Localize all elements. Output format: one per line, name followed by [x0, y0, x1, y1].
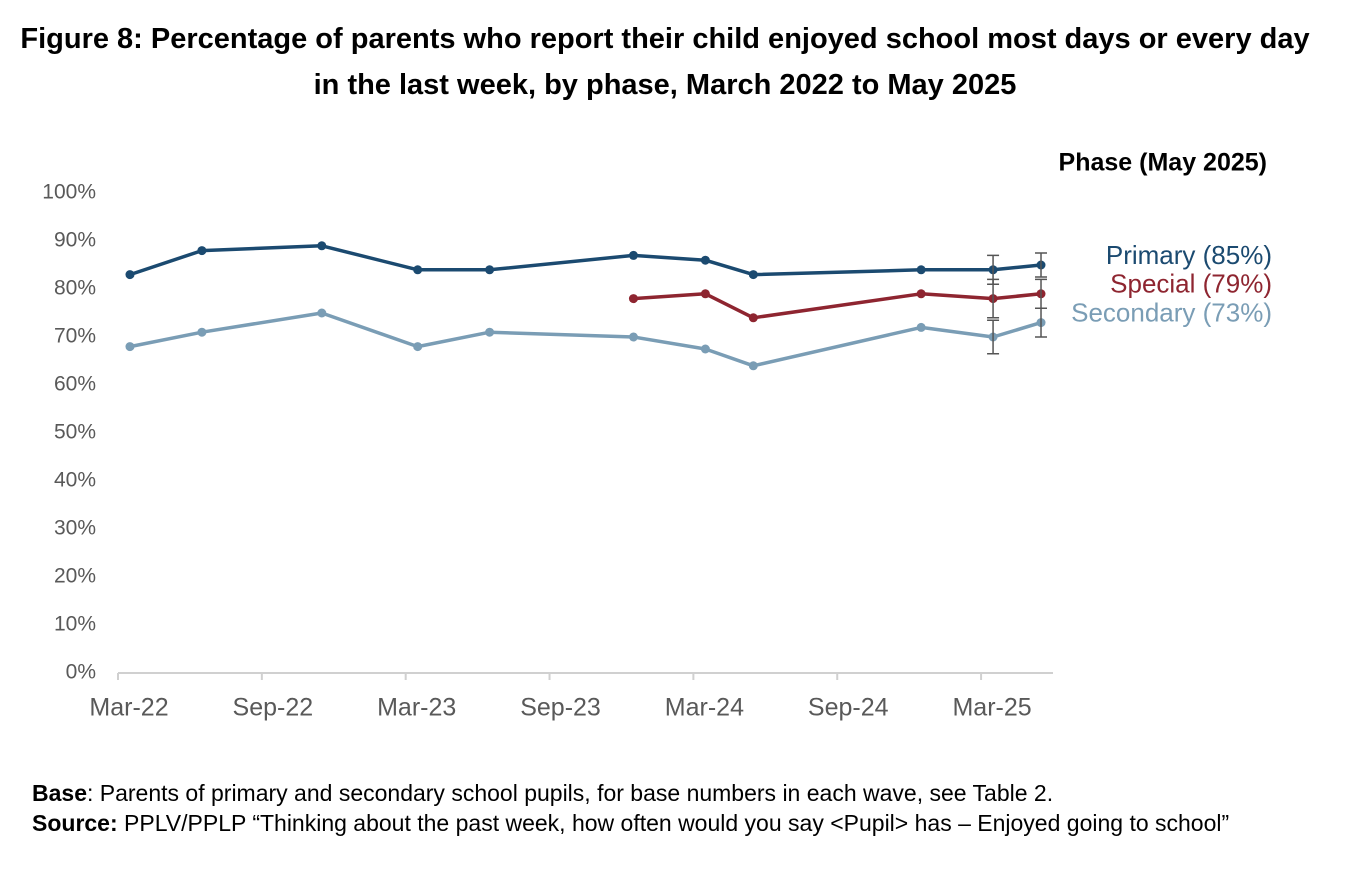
- data-point: [197, 327, 207, 337]
- x-tick-label: Mar-22: [89, 694, 168, 722]
- chart: Phase (May 2025) 0% 10% 20% 30% 40% 50% 60% 70%…: [42, 149, 1272, 722]
- x-tick-label: Sep-24: [808, 694, 889, 722]
- y-tick-label: 80%: [54, 277, 96, 300]
- data-point: [916, 265, 926, 275]
- y-tick-label: 70%: [54, 325, 96, 348]
- note-label: Base: [32, 780, 87, 806]
- data-point: [125, 270, 135, 280]
- legend-label: Special (79%): [1110, 269, 1272, 299]
- x-tick-label: Sep-23: [520, 694, 601, 722]
- y-tick-label: 40%: [54, 469, 96, 492]
- data-point: [317, 308, 327, 318]
- error-bar: [1035, 307, 1048, 338]
- y-tick-label: 30%: [54, 517, 96, 540]
- legend-title: Phase (May 2025): [1059, 149, 1267, 177]
- y-tick-label: 10%: [54, 613, 96, 636]
- data-point: [748, 361, 758, 371]
- y-tick-label: 50%: [54, 421, 96, 444]
- error-bar: [987, 278, 1000, 319]
- chart-title: Figure 8: Percentage of parents who repo…: [20, 23, 1310, 101]
- data-point: [413, 265, 423, 275]
- note-text: PPLV/PPLP “Thinking about the past week,…: [117, 810, 1230, 836]
- data-point: [700, 289, 710, 299]
- note-label: Source:: [32, 810, 118, 836]
- data-point: [748, 313, 758, 323]
- error-bar: [987, 319, 1000, 355]
- x-tick-label: Mar-25: [952, 694, 1031, 722]
- data-point: [197, 246, 207, 256]
- series-line: [129, 311, 1042, 368]
- data-point: [413, 342, 423, 352]
- data-point: [485, 265, 495, 275]
- notes: Base: Parents of primary and secondary s…: [32, 778, 1252, 838]
- y-tick-label: 100%: [42, 181, 96, 204]
- y-tick-label: 0%: [66, 661, 96, 684]
- note: Base: Parents of primary and secondary s…: [32, 778, 1252, 808]
- data-point: [317, 241, 327, 251]
- series-line: [633, 292, 1042, 320]
- data-point: [916, 322, 926, 332]
- series-line: [129, 244, 1042, 277]
- error-bar: [1035, 252, 1048, 278]
- data-point: [628, 294, 638, 304]
- data-point: [628, 332, 638, 342]
- data-point: [700, 255, 710, 265]
- note: Source: PPLV/PPLP “Thinking about the pa…: [32, 808, 1252, 838]
- y-tick-label: 20%: [54, 565, 96, 588]
- data-point: [700, 344, 710, 354]
- legend-label: Primary (85%): [1106, 240, 1272, 270]
- y-tick-label: 60%: [54, 373, 96, 396]
- data-point: [628, 250, 638, 260]
- data-point: [485, 327, 495, 337]
- x-tick-label: Mar-24: [665, 694, 744, 722]
- x-tick-label: Sep-22: [233, 694, 314, 722]
- data-point: [748, 270, 758, 280]
- x-tick-label: Mar-23: [377, 694, 456, 722]
- legend-label: Secondary (73%): [1071, 297, 1272, 327]
- data-point: [125, 342, 135, 352]
- y-tick-label: 90%: [54, 229, 96, 252]
- note-text: : Parents of primary and secondary schoo…: [86, 780, 1054, 806]
- data-point: [916, 289, 926, 299]
